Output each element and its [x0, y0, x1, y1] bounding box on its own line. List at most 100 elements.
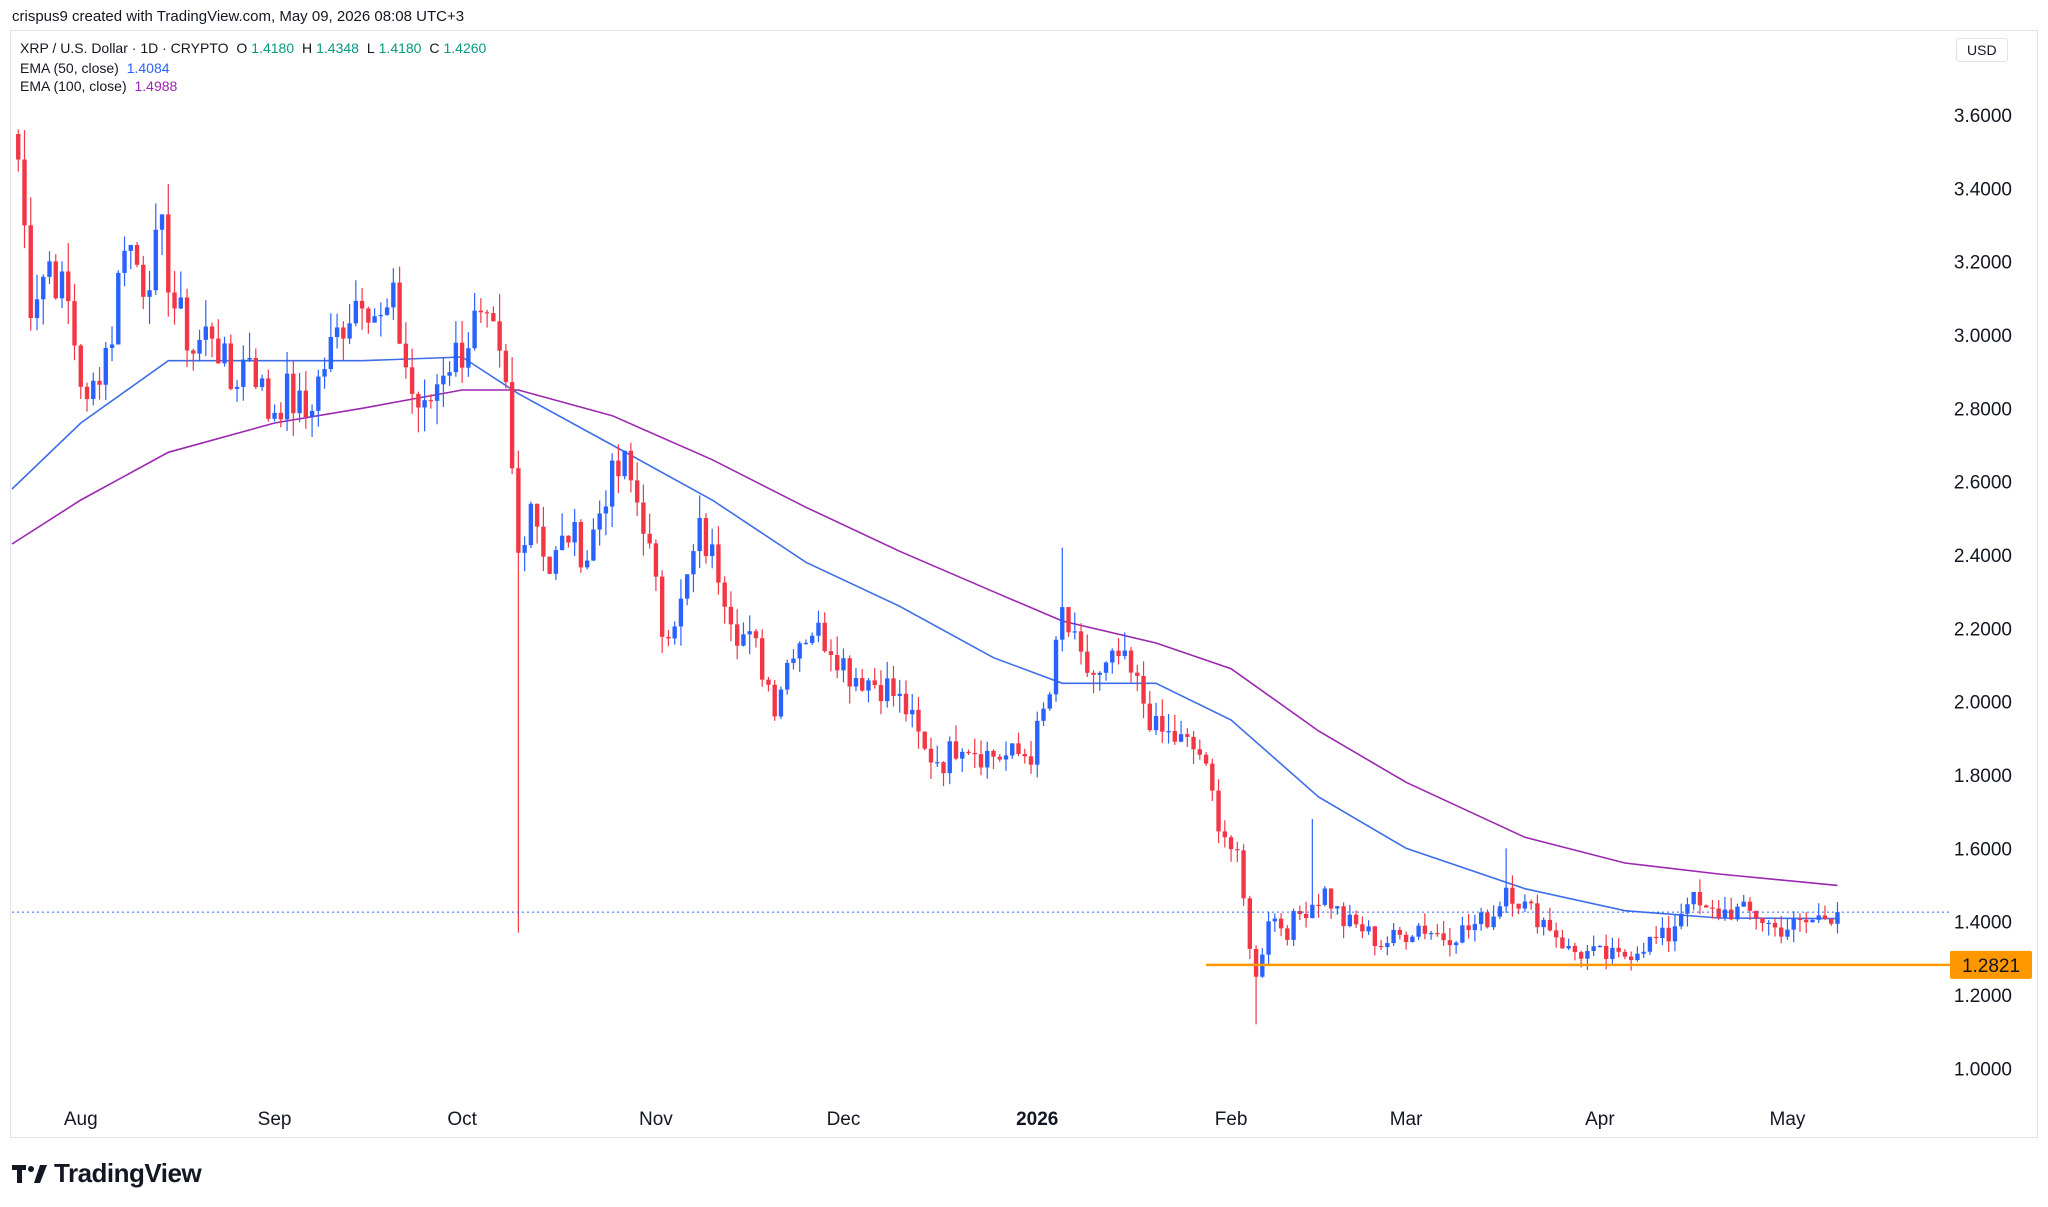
candle: [1197, 739, 1202, 760]
candle-body: [1666, 927, 1671, 942]
candle: [1541, 917, 1546, 936]
brand-name: TradingView: [54, 1158, 202, 1188]
candle: [472, 292, 477, 351]
candle-body: [1616, 947, 1621, 952]
candle-body: [516, 468, 521, 553]
candle-body: [1754, 910, 1759, 919]
candle-body: [1441, 933, 1446, 941]
candle: [1316, 893, 1321, 918]
support-label-box: [1950, 950, 2032, 979]
candle: [678, 579, 684, 646]
candle: [1766, 920, 1771, 936]
candle-body: [1635, 953, 1640, 961]
candle: [684, 574, 690, 606]
candle-body: [1603, 945, 1609, 960]
candle-body: [1022, 753, 1027, 757]
candle: [1072, 612, 1077, 640]
candle-body: [272, 412, 277, 419]
candle-body: [716, 544, 721, 583]
candle: [222, 336, 227, 367]
candle-body: [1672, 926, 1678, 942]
candle-body: [997, 756, 1002, 760]
candle-body: [228, 343, 233, 389]
candle: [1835, 902, 1840, 934]
candle: [553, 546, 559, 581]
candle: [534, 503, 540, 544]
candle: [384, 298, 390, 316]
candle-body: [422, 400, 427, 408]
candle: [1703, 904, 1709, 908]
candle: [1241, 844, 1246, 906]
candle: [1460, 916, 1465, 944]
candle-body: [1253, 948, 1259, 977]
candle-body: [1091, 672, 1096, 675]
candle: [1266, 911, 1271, 966]
candle-body: [797, 643, 802, 659]
candle: [541, 506, 546, 571]
candle-body: [1722, 909, 1728, 918]
candle: [766, 676, 771, 692]
candle: [734, 609, 740, 660]
candle-body: [1703, 905, 1709, 908]
candle-body: [1353, 914, 1359, 925]
candle-body: [760, 638, 765, 680]
ema50-line: [11, 356, 1838, 920]
candle: [122, 236, 127, 287]
candle-body: [59, 271, 65, 299]
candle-body: [566, 535, 571, 543]
candle-body: [1385, 943, 1390, 948]
candle: [278, 402, 284, 428]
candle: [1097, 671, 1102, 691]
candle: [584, 550, 590, 570]
candle-body: [234, 386, 240, 389]
candle-body: [803, 642, 809, 645]
candle: [1253, 945, 1259, 1025]
candle-body: [484, 312, 490, 314]
candle-body: [1122, 650, 1127, 657]
candle: [1360, 916, 1365, 939]
candle: [253, 348, 259, 390]
chart-caption: crispus9 created with TradingView.com, M…: [12, 8, 465, 25]
candle: [772, 680, 777, 721]
candle-body: [1647, 936, 1653, 952]
candle: [753, 628, 759, 648]
candle-body: [166, 214, 171, 293]
candle: [897, 679, 902, 713]
currency-selector[interactable]: USD: [1956, 38, 2008, 62]
candle: [1741, 894, 1746, 907]
candle: [1353, 910, 1359, 928]
candle-body: [478, 310, 484, 313]
candle: [985, 741, 990, 779]
candle: [628, 442, 634, 493]
candle: [1310, 819, 1315, 919]
tradingview-brand[interactable]: TradingView: [12, 1158, 202, 1189]
candle-body: [1391, 929, 1396, 944]
candle: [259, 374, 265, 391]
y-tick-label: 3.0000: [1954, 326, 2012, 347]
candle: [828, 639, 834, 672]
candle-body: [522, 545, 527, 553]
ema100-legend[interactable]: EMA (100, close) 1.4988: [20, 78, 181, 94]
ema50-legend[interactable]: EMA (50, close) 1.4084: [20, 60, 174, 76]
chart-frame[interactable]: [10, 30, 2038, 1138]
candle-body: [1678, 913, 1684, 927]
candle-body: [1422, 925, 1428, 934]
time-axis: Aug Sep Oct Nov Dec 2026 Feb Mar Apr May: [64, 1109, 1806, 1130]
candle: [147, 271, 152, 325]
candle: [1116, 638, 1121, 665]
y-tick-label: 1.4000: [1954, 913, 2012, 934]
candle-body: [1591, 946, 1596, 951]
candle: [203, 300, 208, 357]
high-label: H: [302, 40, 313, 56]
candle: [153, 203, 158, 295]
candle-body: [34, 299, 40, 319]
candle: [359, 288, 365, 330]
candle: [316, 369, 321, 427]
candle: [659, 570, 665, 653]
candle: [1447, 928, 1453, 957]
candle: [559, 513, 565, 551]
candle-body: [384, 307, 390, 315]
candle-body: [1435, 933, 1440, 935]
candle-body: [322, 369, 327, 377]
